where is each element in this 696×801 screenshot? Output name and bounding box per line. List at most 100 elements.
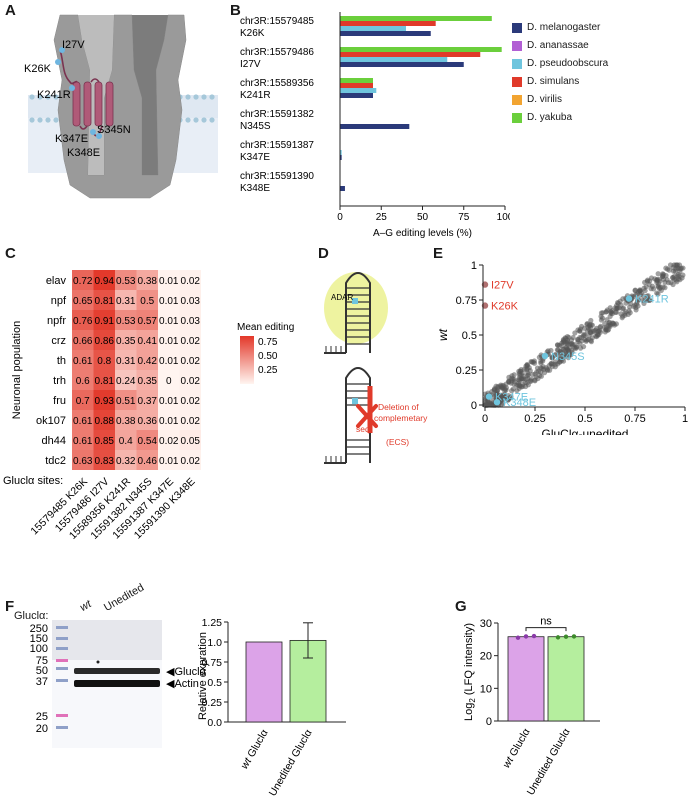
category-label: Unedited Gluclα [525, 727, 573, 798]
row-label: npf [51, 295, 67, 307]
replicate-point [555, 635, 561, 640]
scatter-point [588, 322, 594, 328]
adar-label: ADAR [331, 293, 353, 302]
panel-label-c: C [5, 245, 16, 262]
category-label: wt Gluclα [238, 728, 270, 772]
category-label-site: K241R [240, 90, 271, 101]
legend-swatch [512, 58, 522, 69]
y-tick-label: 1.0 [207, 637, 222, 649]
cell-value: 0.31 [116, 296, 136, 307]
category-label-chrom: chr3R:15589356 [240, 78, 314, 89]
label-i27v: I27V [62, 39, 85, 51]
marker-label: 37 [36, 676, 48, 688]
bar [340, 16, 492, 21]
highlight-point [493, 399, 501, 406]
x-tick-label: 0.5 [577, 413, 592, 425]
heatmap-cell [115, 330, 137, 350]
heatmap-cell [72, 430, 94, 450]
x-axis-prefix: Gluclα sites: [3, 475, 63, 487]
heatmap-cell [93, 390, 115, 410]
cell-value: 0.81 [95, 296, 115, 307]
cell-value: 0.81 [95, 376, 115, 387]
heatmap-cell [115, 310, 137, 330]
bar [340, 21, 436, 26]
bar [507, 636, 545, 722]
category-label-site: K348E [240, 183, 270, 194]
scatter-point [495, 383, 501, 390]
cell-value: 0.02 [181, 336, 201, 347]
scatter-point [524, 361, 530, 368]
row-label: fru [53, 395, 66, 407]
panel-label-a: A [5, 2, 16, 19]
scatter-point [534, 365, 541, 371]
y-tick-label: 1 [471, 260, 477, 272]
bar [340, 31, 431, 36]
y-tick-label: 0.5 [207, 677, 222, 689]
legend-item-simulans: D. simulans [512, 76, 579, 87]
scatter-point [516, 378, 523, 384]
scatter-point [666, 267, 672, 273]
scatter-point [510, 386, 516, 392]
label-k241r: K241R [37, 89, 71, 101]
scatter-point [657, 286, 663, 292]
heatmap-cell [72, 270, 94, 290]
legend-label: D. simulans [527, 76, 580, 87]
site-k347e-dot [90, 129, 96, 135]
scatter-point [552, 364, 558, 370]
y-tick-label: 20 [480, 651, 492, 663]
bar [340, 52, 481, 57]
heatmap-cell [179, 330, 201, 350]
adar-site-marker [352, 298, 358, 304]
panel-label-b: B [230, 2, 241, 19]
category-label-chrom: chr3R:15591390 [240, 171, 314, 182]
deletion-label-line1: Deletion of [378, 402, 419, 412]
scatter-point [549, 354, 555, 360]
cell-value: 0.51 [116, 396, 136, 407]
heatmap-cell [158, 350, 180, 370]
heatmap-cell [115, 410, 137, 430]
marker-label: 150 [30, 633, 48, 645]
cell-value: 0.35 [116, 336, 136, 347]
scatter-point [565, 347, 571, 353]
deletion-x-icon [356, 404, 378, 428]
cell-value: 0.5 [140, 296, 154, 307]
scatter-point [670, 274, 676, 281]
scatter-point [531, 358, 537, 364]
scatter-point [605, 322, 611, 328]
marker-label: 25 [36, 711, 48, 723]
y-tick-label: 10 [480, 683, 492, 695]
category-label: Unedited Gluclα [267, 728, 315, 799]
scatter-point [612, 305, 618, 311]
scatter-point [668, 280, 674, 286]
y-axis-label-main: Log [463, 703, 475, 721]
legend-title: Mean editing [237, 322, 294, 333]
scatter-point [565, 339, 571, 345]
significance-label: ns [540, 616, 552, 628]
highlight-label: K241R [635, 294, 669, 306]
blot-row-label: Gluclα: [14, 610, 49, 622]
heatmap-cell [93, 370, 115, 390]
bar [340, 155, 342, 160]
heatmap-cell [72, 450, 94, 470]
cell-value: 0.61 [73, 416, 93, 427]
heatmap-cell [93, 290, 115, 310]
cell-value: 0.32 [116, 456, 136, 467]
scatter-point [637, 288, 643, 294]
marker-label: 100 [30, 643, 48, 655]
x-axis-label: A–G editing levels (%) [373, 228, 472, 239]
scatter-point [585, 336, 591, 343]
band-label-glucl: ◀Gluclα [166, 666, 207, 678]
scatter-point [642, 288, 648, 294]
scatter-point [560, 353, 567, 359]
band-glucl [74, 668, 160, 674]
cell-value: 0.31 [116, 356, 136, 367]
category-label-chrom: chr3R:15591382 [240, 109, 314, 120]
category-label-site: K347E [240, 152, 270, 163]
heatmap-cell [115, 290, 137, 310]
bar [340, 47, 502, 52]
bar [340, 62, 464, 67]
cell-value: 0.65 [73, 296, 93, 307]
heatmap-cell [93, 310, 115, 330]
scatter-point [554, 342, 561, 348]
